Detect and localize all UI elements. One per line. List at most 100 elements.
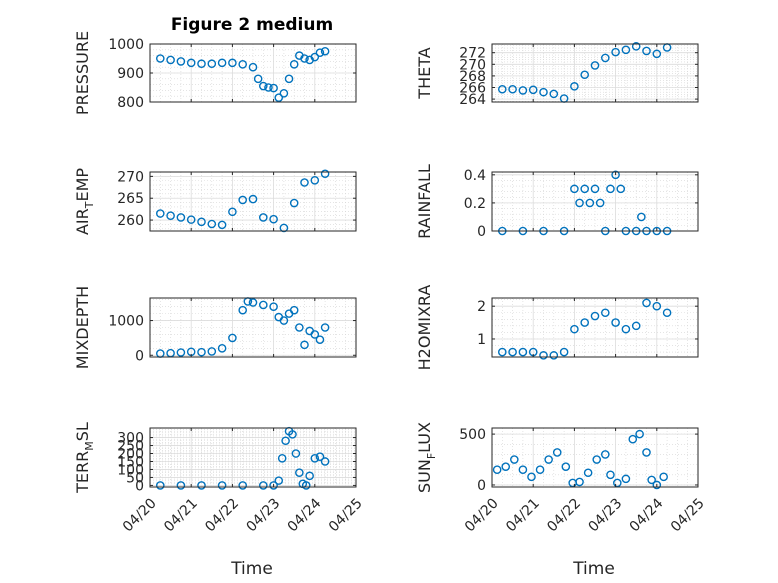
data-point — [642, 46, 651, 56]
y-axis-label: SUNFLUX — [415, 422, 438, 493]
axes-box — [491, 427, 699, 488]
axes-box — [491, 171, 699, 232]
data-point — [508, 347, 517, 357]
data-point — [497, 84, 507, 94]
data-point — [228, 333, 237, 343]
data-point — [595, 198, 605, 208]
y-tick-label: 0 — [135, 478, 144, 494]
y-tick-label: 1000 — [108, 314, 144, 330]
data-point — [248, 194, 258, 204]
data-point — [207, 219, 217, 229]
data-point — [315, 48, 325, 58]
data-point — [518, 347, 528, 357]
data-point — [238, 305, 247, 315]
x-tick-label: 04/24 — [285, 495, 325, 535]
y-tick-label: 300 — [117, 431, 144, 447]
x-tick-label: 04/21 — [161, 495, 201, 535]
data-point — [248, 298, 258, 307]
axes-box — [149, 297, 357, 358]
data-point — [606, 470, 615, 480]
data-point — [549, 351, 559, 360]
data-point — [508, 84, 517, 94]
data-point — [289, 305, 299, 315]
data-point — [288, 430, 297, 439]
data-point — [176, 348, 186, 357]
subplot-h2omixra: 1 2 H2OMIXRA — [415, 285, 699, 370]
y-tick-label: 268 — [459, 69, 486, 85]
data-point — [258, 213, 268, 222]
data-point — [274, 93, 284, 102]
data-point — [320, 323, 330, 332]
data-point — [647, 475, 656, 485]
axes-box — [491, 43, 699, 103]
subplot-air-temp: 260 265 270 AIRTEMP — [73, 168, 357, 235]
data-point — [289, 198, 299, 208]
data-point — [274, 476, 284, 485]
data-point — [301, 481, 311, 490]
data-point — [315, 452, 325, 462]
data-point — [621, 324, 631, 334]
y-tick-label: 1 — [477, 332, 486, 348]
data-point — [155, 54, 165, 63]
data-point — [601, 308, 610, 318]
data-point — [295, 323, 304, 332]
data-point — [310, 52, 320, 62]
y-tick-label: 2 — [477, 299, 486, 315]
data-point — [552, 448, 562, 457]
y-axis-label: THETA — [415, 47, 434, 99]
data-point — [497, 347, 507, 357]
data-point — [590, 311, 600, 321]
data-point — [518, 86, 528, 95]
data-point — [315, 335, 325, 344]
subplot-mixdepth: 0 1000 MIXDEPTH — [73, 286, 357, 369]
data-point — [217, 58, 227, 68]
data-point — [575, 198, 584, 208]
y-tick-label: 150 — [117, 454, 144, 470]
x-tick-label: 04/21 — [503, 495, 543, 535]
data-point — [631, 321, 641, 331]
data-point — [238, 195, 247, 205]
data-point — [652, 49, 662, 59]
subplot-sun-flux: 0 500 04/20 04/21 04/22 04/23 04/24 04/25 SUNFLU… — [415, 422, 708, 535]
data-point — [662, 308, 672, 318]
y-axis-label: AIRTEMP — [73, 168, 96, 235]
data-point — [501, 462, 511, 471]
data-point — [642, 298, 651, 308]
data-point — [176, 481, 186, 490]
x-tick-label: 04/25 — [668, 495, 708, 535]
y-tick-label: 0 — [477, 478, 486, 494]
x-tick-label: 04/22 — [544, 495, 584, 535]
data-point — [310, 176, 320, 185]
data-point — [616, 184, 626, 194]
data-point — [186, 215, 196, 224]
y-axis-label: TERRMSL — [73, 422, 96, 494]
y-axis-label: MIXDEPTH — [73, 286, 92, 369]
data-point — [580, 184, 590, 194]
data-point — [269, 83, 278, 93]
x-tick-label: 04/23 — [244, 495, 284, 535]
y-tick-label: 50 — [126, 470, 144, 486]
data-point — [659, 472, 668, 482]
data-point — [269, 302, 278, 311]
x-axis-label-left: Time — [230, 559, 273, 579]
data-point — [570, 324, 579, 334]
data-point — [279, 89, 289, 98]
data-point — [580, 70, 590, 80]
data-point — [518, 465, 528, 475]
data-point — [310, 330, 320, 339]
y-tick-label: 0 — [135, 348, 144, 364]
data-point — [197, 347, 206, 357]
data-point — [611, 47, 620, 57]
y-axis-label: PRESSURE — [73, 31, 92, 115]
data-point — [320, 46, 330, 56]
data-point — [559, 347, 569, 357]
data-point — [176, 213, 186, 222]
data-point — [310, 453, 320, 463]
data-point — [217, 344, 227, 353]
y-tick-label: 0 — [477, 224, 486, 240]
data-point — [269, 481, 278, 490]
x-axis-label-right: Time — [572, 559, 615, 579]
data-point — [248, 62, 258, 72]
data-point — [166, 211, 175, 221]
